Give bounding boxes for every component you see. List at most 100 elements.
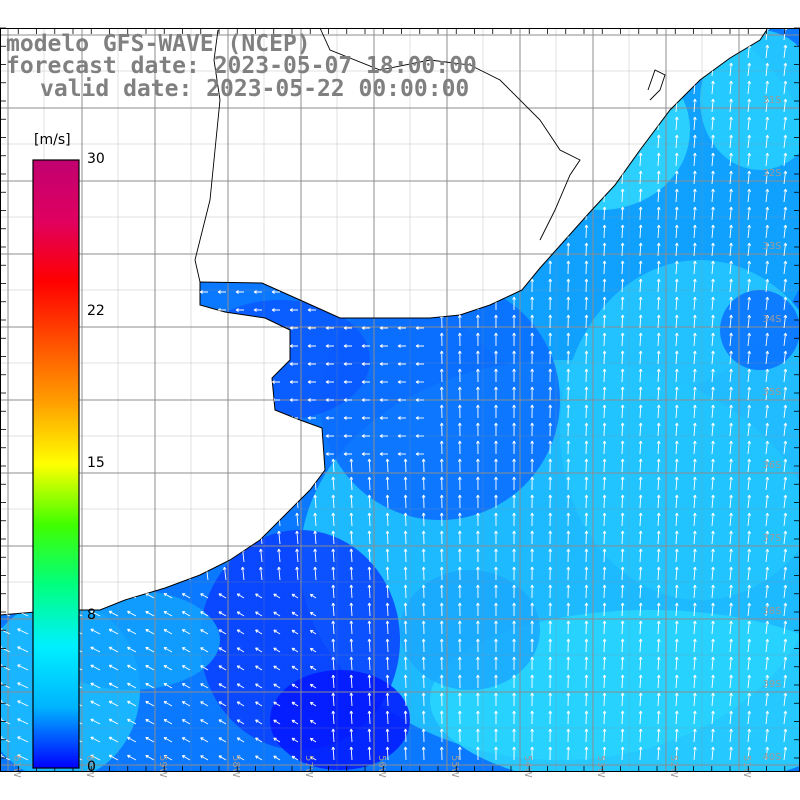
wind-arrow xyxy=(291,665,299,671)
wind-arrow xyxy=(765,350,770,365)
wind-arrow xyxy=(783,620,788,635)
speed-patch xyxy=(720,290,800,370)
wind-arrow xyxy=(218,647,227,653)
wind-arrow xyxy=(693,152,697,167)
wind-arrow xyxy=(674,278,679,293)
wind-arrow xyxy=(602,368,607,383)
wind-arrow xyxy=(765,188,770,203)
wind-arrow xyxy=(638,404,643,419)
wind-arrow xyxy=(367,674,372,689)
wind-arrow xyxy=(783,332,788,347)
wind-arrow xyxy=(729,278,733,293)
wind-arrow xyxy=(711,602,715,617)
wind-arrow xyxy=(566,350,571,365)
wind-arrow xyxy=(566,314,571,329)
wind-arrow xyxy=(602,674,607,689)
wind-arrow xyxy=(379,326,388,330)
wind-arrow xyxy=(693,458,697,473)
wind-arrow xyxy=(747,296,751,311)
wind-arrow xyxy=(200,719,209,725)
wind-arrow xyxy=(200,611,209,617)
wind-arrow xyxy=(530,656,534,671)
wind-arrow xyxy=(548,656,553,671)
wind-arrow xyxy=(476,350,480,365)
wind-arrow xyxy=(512,368,516,383)
wind-arrow xyxy=(494,422,498,437)
wind-arrow xyxy=(711,296,715,311)
wind-arrow xyxy=(747,728,751,743)
wind-arrow xyxy=(385,674,390,689)
wind-arrow xyxy=(200,701,209,707)
wind-arrow xyxy=(638,746,643,761)
wind-arrow xyxy=(255,611,263,617)
wind-arrow xyxy=(620,638,625,653)
wind-arrow xyxy=(349,512,354,527)
wind-arrow xyxy=(367,530,372,545)
wind-arrow xyxy=(674,422,679,437)
wind-arrow xyxy=(331,548,336,563)
wind-arrow xyxy=(584,620,589,635)
wind-arrow xyxy=(711,440,715,455)
wind-arrow xyxy=(638,422,643,437)
wind-arrow xyxy=(349,548,354,563)
wind-arrow xyxy=(457,620,462,635)
wind-arrow xyxy=(765,332,770,347)
wind-arrow xyxy=(349,620,354,635)
wind-arrow xyxy=(255,737,263,743)
wind-arrow xyxy=(711,404,715,419)
wind-arrow xyxy=(548,638,553,653)
wind-arrow xyxy=(747,566,751,581)
wind-arrow xyxy=(674,584,679,599)
wind-arrow xyxy=(711,98,715,113)
wind-arrow xyxy=(674,494,679,509)
wind-arrow xyxy=(747,620,751,635)
wind-arrow xyxy=(349,566,354,581)
wind-arrow xyxy=(765,440,770,455)
wind-arrow xyxy=(108,610,119,617)
wind-arrow xyxy=(476,710,480,725)
wind-arrow xyxy=(349,584,354,599)
wind-arrow xyxy=(421,530,426,545)
wind-arrow xyxy=(548,584,553,599)
wind-arrow xyxy=(163,647,173,653)
wind-arrow xyxy=(602,512,607,527)
wind-arrow xyxy=(530,710,534,725)
wind-arrow xyxy=(291,611,299,617)
wind-arrow xyxy=(693,206,697,221)
wind-arrow xyxy=(530,458,534,473)
wind-arrow xyxy=(530,548,534,563)
wind-arrow xyxy=(620,674,625,689)
wind-arrow xyxy=(494,440,498,455)
wind-arrow xyxy=(566,692,571,707)
wind-arrow xyxy=(476,620,480,635)
wind-arrow xyxy=(145,682,155,689)
wind-arrow xyxy=(656,224,661,239)
wind-arrow xyxy=(403,566,408,581)
wind-arrow xyxy=(494,674,498,689)
wind-arrow xyxy=(765,242,770,257)
wind-arrow xyxy=(620,566,625,581)
wind-arrow xyxy=(439,494,444,509)
wind-arrow xyxy=(439,422,444,437)
wind-arrow xyxy=(421,746,426,761)
wind-arrow xyxy=(457,512,462,527)
wind-arrow xyxy=(656,188,661,203)
wind-arrow xyxy=(397,398,406,402)
wind-arrow xyxy=(421,602,426,617)
wind-arrow xyxy=(200,683,209,689)
wind-arrow xyxy=(548,440,553,455)
wind-arrow xyxy=(379,416,388,420)
wind-arrow xyxy=(711,728,715,743)
wind-arrow xyxy=(620,296,625,311)
wind-arrow xyxy=(512,422,516,437)
wind-arrow xyxy=(108,628,119,635)
wind-arrow xyxy=(656,296,661,311)
wind-arrow xyxy=(693,512,697,527)
wind-arrow xyxy=(494,692,498,707)
wind-arrow xyxy=(674,242,679,257)
wind-arrow xyxy=(385,728,390,743)
wind-arrow xyxy=(566,242,571,257)
wind-arrow xyxy=(361,398,370,402)
wind-arrow xyxy=(783,566,788,581)
wind-arrow xyxy=(747,710,751,725)
